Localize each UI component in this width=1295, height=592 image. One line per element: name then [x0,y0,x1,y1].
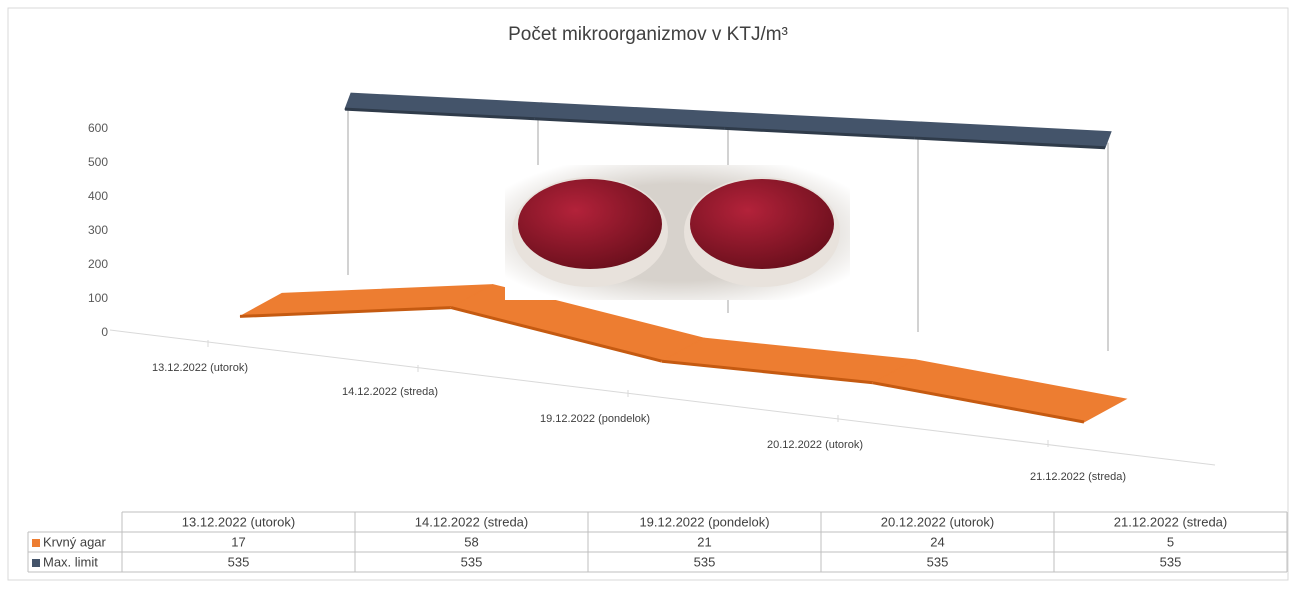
y-tick-label: 200 [88,257,108,271]
table-header: 19.12.2022 (pondelok) [639,514,769,529]
legend-label: Max. limit [43,554,98,569]
x-tick-label: 13.12.2022 (utorok) [152,362,248,374]
agar [690,179,834,269]
x-tick-label: 21.12.2022 (streda) [1030,471,1126,483]
table-cell: 535 [228,554,250,569]
table-header: 20.12.2022 (utorok) [881,514,994,529]
y-tick-label: 100 [88,291,108,305]
y-tick-label: 600 [88,121,108,135]
y-tick-label: 300 [88,223,108,237]
table-cell: 535 [927,554,949,569]
x-tick-label: 20.12.2022 (utorok) [767,439,863,451]
y-tick-label: 0 [101,325,108,339]
chart: Počet mikroorganizmov v KTJ/m³ 0 100 200 30… [0,0,1295,587]
table-cell: 17 [231,534,245,549]
y-tick-label: 500 [88,155,108,169]
table-cell: 535 [1160,554,1182,569]
legend-label: Krvný agar [43,534,107,549]
x-tick-label: 14.12.2022 (streda) [342,386,438,398]
legend-key [32,539,40,547]
table-header: 21.12.2022 (streda) [1114,514,1227,529]
table-cell: 21 [697,534,711,549]
photo [505,165,850,300]
table-cell: 5 [1167,534,1174,549]
table-cell: 58 [464,534,478,549]
chart-title: Počet mikroorganizmov v KTJ/m³ [508,24,788,45]
table-header: 14.12.2022 (streda) [415,514,528,529]
table-header: 13.12.2022 (utorok) [182,514,295,529]
agar [518,179,662,269]
y-tick-label: 400 [88,189,108,203]
table-cell: 24 [930,534,944,549]
table-cell: 535 [694,554,716,569]
table-cell: 535 [461,554,483,569]
x-tick-label: 19.12.2022 (pondelok) [540,413,650,425]
legend-key [32,559,40,567]
